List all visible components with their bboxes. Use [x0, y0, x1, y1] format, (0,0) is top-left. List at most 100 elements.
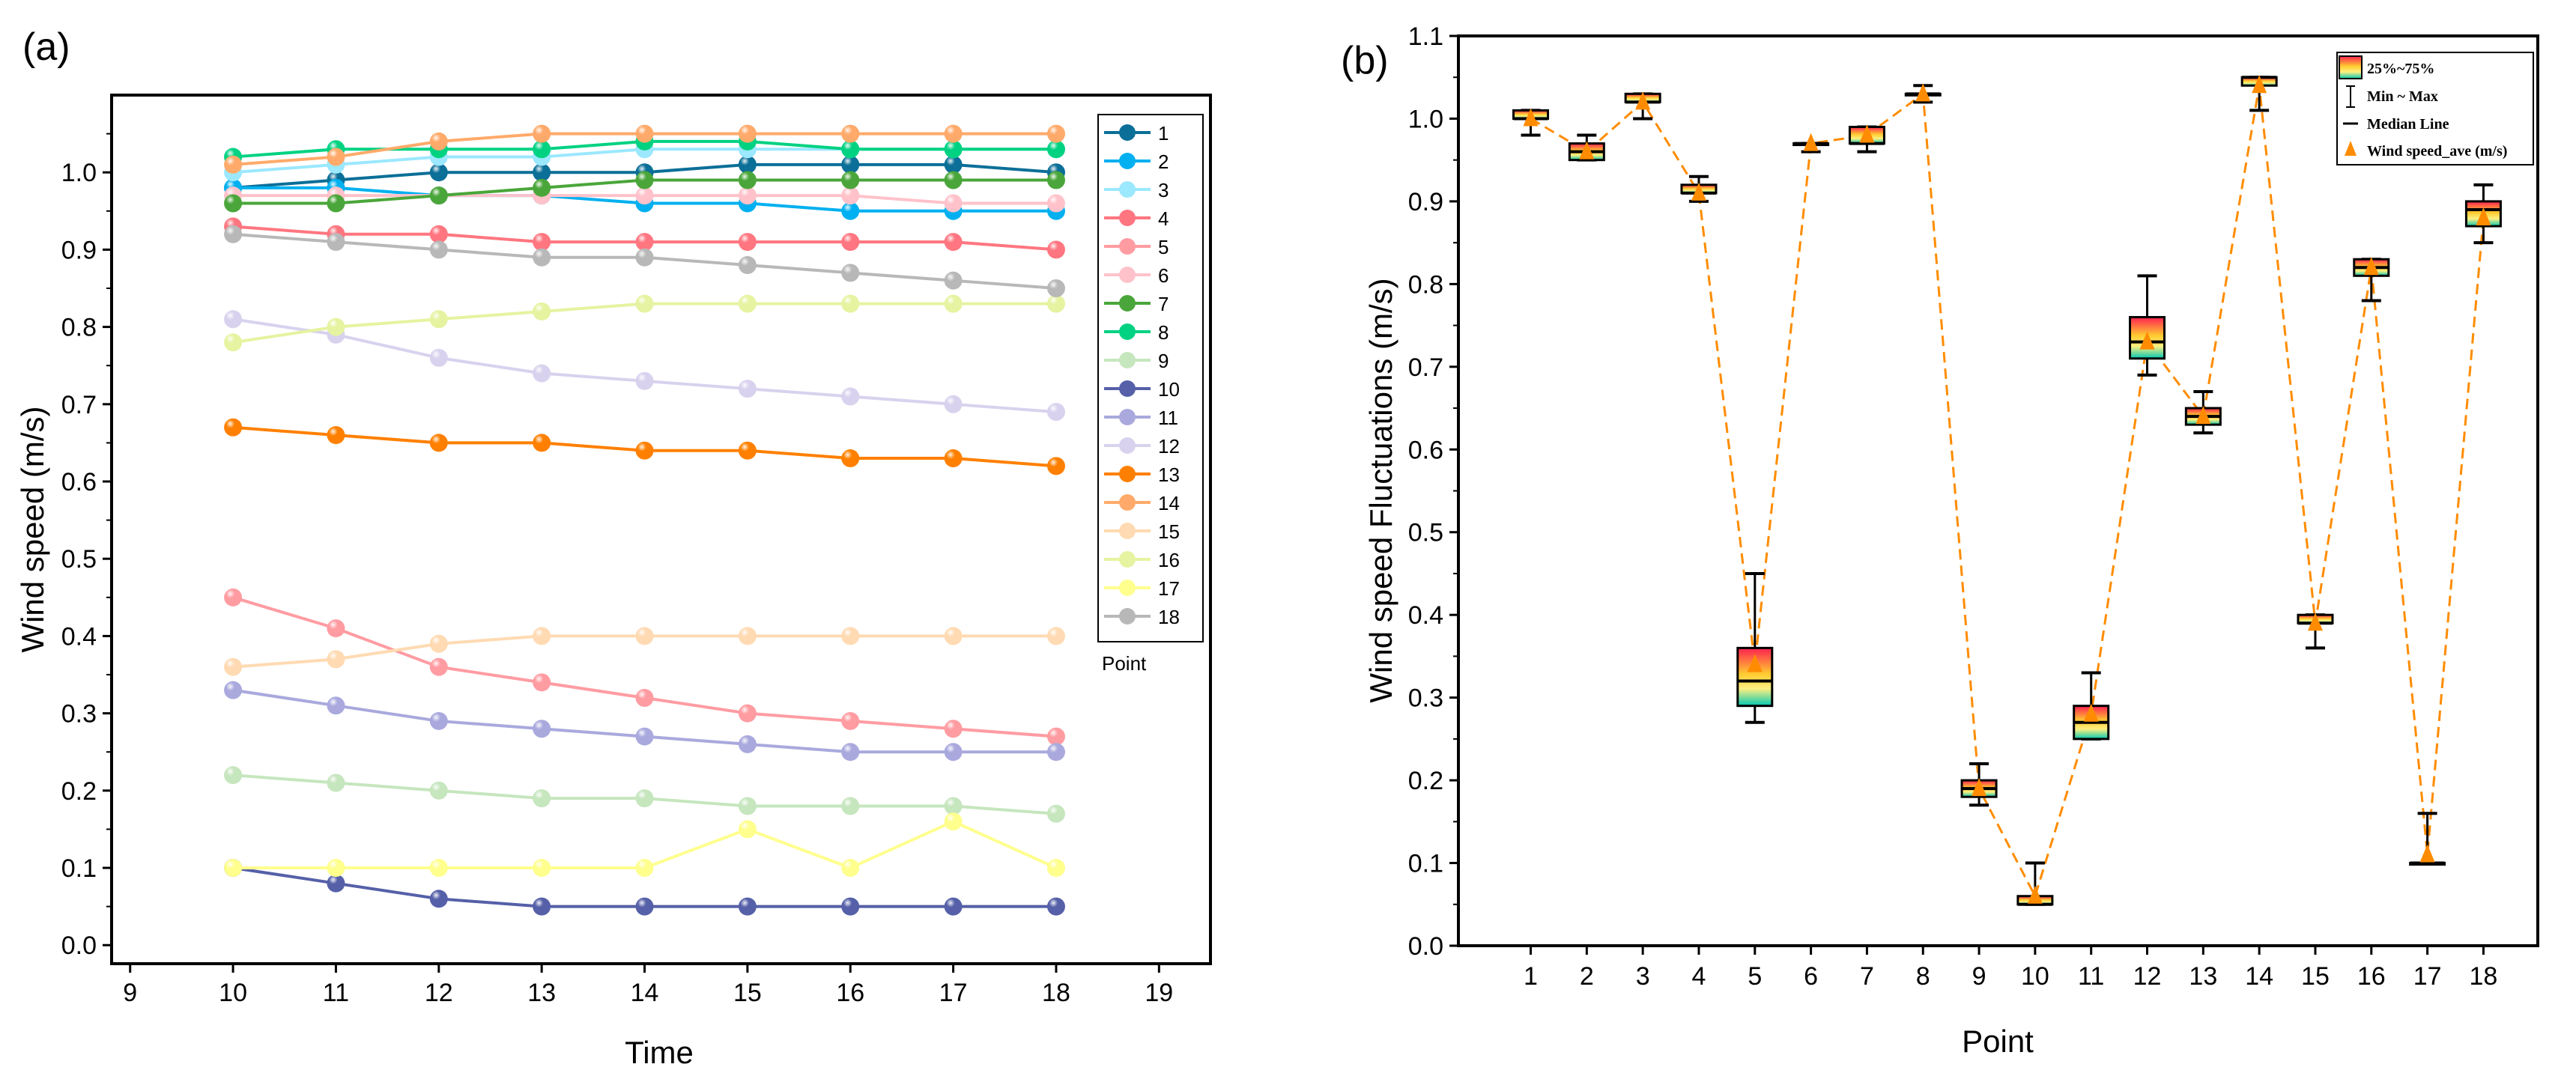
mean-marker [1579, 141, 1595, 159]
data-point-highlight [841, 711, 860, 730]
y-tick-label: 1.0 [61, 159, 97, 187]
data-point-highlight [224, 155, 243, 174]
series-5 [224, 588, 1065, 746]
data-point-highlight [1046, 627, 1065, 645]
data-point-highlight [429, 781, 448, 800]
panel-b-box-chart: (b) Point Wind speed Fluctuations (m/s) … [1341, 22, 2539, 1059]
x-tick-label: 9 [123, 979, 137, 1007]
y-tick-label: 0.1 [61, 854, 97, 883]
data-point-highlight [224, 194, 243, 213]
mean-marker [1523, 108, 1539, 127]
legend-label: 8 [1158, 321, 1169, 344]
x-tick-label: 17 [2413, 962, 2442, 991]
data-point-highlight [635, 441, 654, 460]
data-point-highlight [429, 634, 448, 653]
data-point-highlight [1046, 240, 1065, 259]
x-tick-label: 7 [1860, 962, 1874, 991]
data-point-highlight [327, 619, 345, 638]
data-point-highlight [429, 348, 448, 367]
data-point-highlight [429, 657, 448, 676]
data-point-highlight [533, 627, 551, 645]
data-point-highlight [841, 387, 860, 406]
legend-label: 15 [1158, 520, 1180, 543]
x-tick-label: 3 [1636, 962, 1650, 991]
data-point-highlight [635, 233, 654, 252]
data-point-highlight [841, 171, 860, 189]
panel-a-y-axis-title: Wind speed (m/s) [15, 406, 50, 652]
data-point-highlight [738, 797, 757, 815]
box-point-4 [1680, 174, 1718, 203]
data-point-highlight [1046, 124, 1065, 143]
mean-marker [2419, 844, 2435, 863]
data-point-highlight [533, 789, 551, 808]
x-tick-label: 11 [2078, 962, 2104, 991]
data-point-highlight [327, 859, 345, 878]
mean-marker [2307, 613, 2323, 631]
mean-marker [1859, 124, 1875, 143]
data-point-highlight [635, 897, 654, 916]
data-point-highlight [738, 233, 757, 252]
y-tick-label: 0.6 [61, 468, 97, 496]
data-point-highlight [224, 225, 243, 243]
data-point-highlight [327, 650, 345, 669]
y-tick-label: 0.8 [61, 314, 97, 342]
data-point-highlight [1046, 294, 1065, 313]
data-point-highlight [944, 449, 963, 468]
series-15 [224, 627, 1065, 676]
data-point-highlight [224, 681, 243, 699]
y-tick-label: 0.1 [1408, 850, 1443, 878]
y-tick-label: 0.9 [61, 236, 97, 264]
data-point-highlight [1046, 140, 1065, 159]
box-point-7 [1848, 124, 1885, 154]
x-tick-label: 17 [939, 979, 968, 1007]
legend-marker [1119, 124, 1136, 141]
data-point-highlight [738, 627, 757, 645]
legend-marker [1119, 608, 1136, 624]
data-point-highlight [224, 588, 243, 607]
x-tick-label: 10 [2021, 962, 2049, 991]
legend-frame [2336, 52, 2534, 165]
x-tick-label: 16 [2357, 962, 2386, 991]
series-17 [224, 812, 1065, 878]
data-point-highlight [429, 434, 448, 452]
data-point-highlight [944, 194, 963, 213]
legend-marker [1119, 523, 1136, 539]
data-point-highlight [533, 124, 551, 143]
data-point-highlight [327, 774, 345, 792]
legend-label: 3 [1158, 179, 1169, 201]
series-line [232, 317, 1057, 414]
data-point-highlight [429, 240, 448, 259]
x-tick-label: 13 [527, 979, 556, 1007]
data-point-highlight [429, 225, 448, 243]
mean-marker [2363, 257, 2379, 276]
x-tick-label: 14 [2245, 962, 2273, 991]
data-point-highlight [841, 124, 860, 143]
data-point-highlight [1046, 194, 1065, 213]
data-point-highlight [635, 248, 654, 267]
box-point-12 [2129, 274, 2166, 377]
legend-mean-swatch [2345, 141, 2357, 156]
mean-marker [1635, 91, 1651, 110]
data-point-highlight [429, 163, 448, 182]
y-tick-label: 0.0 [61, 931, 97, 960]
legend-marker [1119, 181, 1136, 198]
legend-marker [1119, 494, 1136, 511]
data-point-highlight [429, 310, 448, 329]
y-tick-label: 0.2 [61, 777, 97, 806]
data-point-highlight [1046, 727, 1065, 746]
legend-marker [1119, 466, 1136, 482]
data-point-highlight [841, 743, 860, 762]
data-point-highlight [635, 789, 654, 808]
data-point-highlight [944, 897, 963, 916]
series-12 [224, 310, 1065, 422]
box-point-3 [1624, 91, 1661, 121]
data-point-highlight [533, 720, 551, 738]
data-point-highlight [944, 743, 963, 762]
data-point-highlight [944, 233, 963, 252]
legend-box-swatch [2339, 55, 2363, 79]
series-10 [224, 859, 1065, 916]
legend-marker [1119, 352, 1136, 368]
series-13 [224, 418, 1065, 475]
series-16 [224, 294, 1065, 352]
